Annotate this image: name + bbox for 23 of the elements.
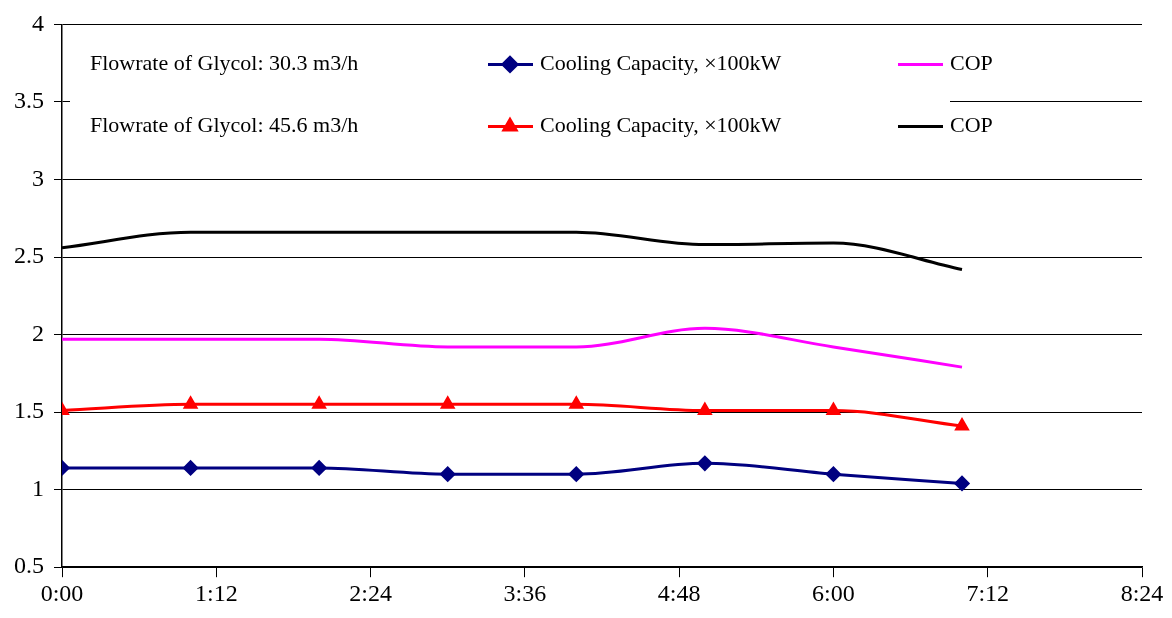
x-tick-label: 8:24 bbox=[1120, 579, 1164, 606]
y-tick-label: 2 bbox=[32, 319, 44, 346]
x-tick-label: 2:24 bbox=[349, 579, 392, 606]
x-tick-label: 6:00 bbox=[812, 579, 855, 606]
annotation: Flowrate of Glycol: 30.3 m3/h bbox=[90, 50, 359, 76]
y-tick-label: 1 bbox=[32, 474, 44, 501]
legend-label: COP bbox=[950, 50, 993, 76]
x-tick-label: 3:36 bbox=[503, 579, 547, 606]
legend-label: COP bbox=[950, 112, 993, 138]
y-tick-label: 3 bbox=[32, 164, 44, 191]
y-tick-label: 4 bbox=[32, 9, 44, 36]
x-tick-label: 7:12 bbox=[966, 579, 1010, 606]
y-tick-label: 1.5 bbox=[14, 397, 44, 424]
legend-label: Cooling Capacity, ×100kW bbox=[540, 50, 782, 76]
x-tick-label: 1:12 bbox=[194, 579, 238, 606]
y-tick-label: 2.5 bbox=[14, 242, 44, 269]
legend-label: Cooling Capacity, ×100kW bbox=[540, 112, 782, 138]
x-tick-label: 0:00 bbox=[40, 579, 84, 606]
y-tick-label: 3.5 bbox=[14, 87, 44, 114]
annotation: Flowrate of Glycol: 45.6 m3/h bbox=[90, 112, 359, 138]
x-tick-label: 4:48 bbox=[657, 579, 701, 606]
line-series bbox=[62, 326, 964, 369]
y-tick-label: 0.5 bbox=[14, 552, 44, 579]
